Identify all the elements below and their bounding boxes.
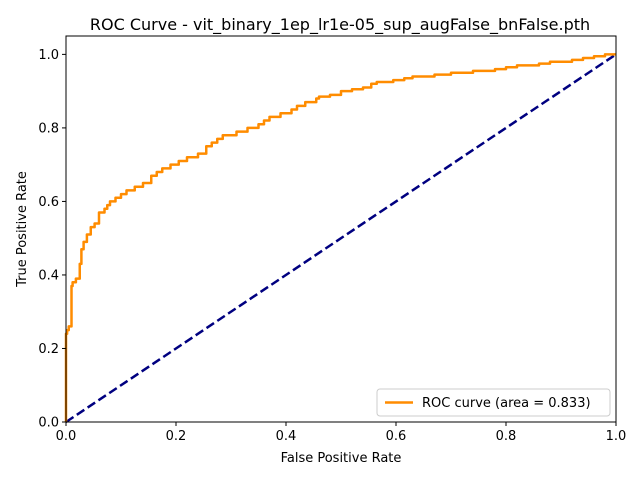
series-line-0 [64, 53, 616, 422]
legend: ROC curve (area = 0.833) [376, 388, 611, 417]
y-tick-label: 0.8 [38, 121, 59, 136]
y-axis-ticks: 0.0 0.2 0.4 0.6 0.8 1.0 [38, 48, 66, 431]
y-tick-label: 0.0 [38, 416, 59, 431]
y-tick-label: 0.6 [38, 195, 59, 210]
axes-frame [65, 35, 617, 423]
x-axis-ticks: 0.0 0.2 0.4 0.6 0.8 1.0 [56, 422, 627, 444]
series-layer [64, 53, 617, 424]
axes-background [66, 36, 616, 422]
x-tick-label: 0.8 [496, 429, 517, 444]
legend-box [376, 388, 611, 417]
y-tick-label: 1.0 [38, 48, 59, 63]
y-axis-label: True Positive Rate [15, 171, 30, 288]
x-tick-label: 0.6 [386, 429, 407, 444]
y-tick-label: 0.4 [38, 268, 59, 283]
x-axis-label: False Positive Rate [281, 451, 402, 466]
x-tick-label: 0.2 [166, 429, 187, 444]
plot-area [64, 35, 617, 424]
x-tick-label: 0.0 [56, 429, 77, 444]
x-tick-label: 0.4 [276, 429, 297, 444]
y-tick-label: 0.2 [38, 342, 59, 357]
legend-label: ROC curve (area = 0.833) [422, 396, 591, 411]
x-tick-label: 1.0 [606, 429, 627, 444]
chart-title: ROC Curve - vit_binary_1ep_lr1e-05_sup_a… [90, 15, 590, 35]
series-line-1 [65, 53, 617, 424]
